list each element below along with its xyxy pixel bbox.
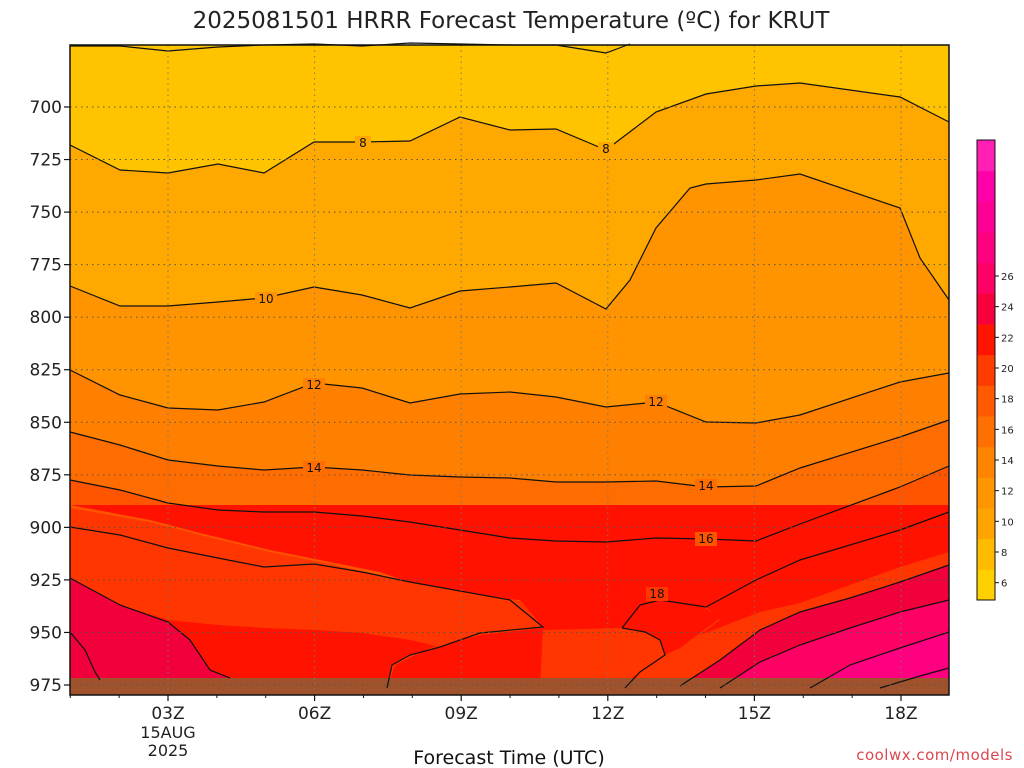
contour-label: 10 [258,292,273,306]
gridlines [70,45,949,695]
colorbar-label: 24 [1001,303,1014,314]
y-tick-label: 850 [30,413,62,433]
colorbar-swatch [977,446,995,478]
contour-label-group: 8 8 10 12 12 14 14 16 18 [255,136,717,601]
contour-label: 8 [602,142,610,156]
contour-22-right [719,599,950,689]
y-tick-label: 725 [30,151,62,171]
contour-16 [69,465,950,543]
x-tick-label: 15Z [738,704,771,724]
y-tick-label: 825 [30,361,62,381]
contour-14 [69,419,950,488]
contour-label: 14 [306,461,321,475]
contour-10 [69,173,950,310]
x-tick-label: 06Z [298,704,331,724]
contour-18-pocket [621,627,666,689]
contour-lines [69,42,950,689]
ground-strip [70,678,949,695]
y-tick-label: 700 [30,98,62,118]
y-tick-label: 950 [30,623,62,643]
colorbar-label: 6 [1001,579,1007,590]
colorbar-frame [976,139,996,601]
contour-26-right [879,667,950,689]
x-tick-label: 03Z [151,704,184,724]
colorbar-swatch [977,569,995,601]
colorbar-swatch [977,201,995,233]
y-tick-label: 800 [30,308,62,328]
x-tick-label: 09Z [445,704,478,724]
date-label-year: 2025 [148,741,189,760]
contour-label: 12 [648,395,663,409]
contour-label: 8 [359,136,367,150]
contour-20-right [679,564,950,687]
colorbar-label: 14 [1001,456,1014,467]
band-20-22 [70,505,949,695]
colorbar-swatch [977,416,995,448]
contour-label: 16 [698,532,713,546]
y-tick-label: 975 [30,676,62,696]
colorbar-swatch [977,140,995,172]
colorbar-label: 18 [1001,395,1014,406]
y-tick-label: 925 [30,571,62,591]
contour-18-right [621,511,950,629]
colorbar-label: 22 [1001,333,1014,344]
colorbar-swatch [977,508,995,540]
contour-label: 18 [649,587,664,601]
colorbar-label: 20 [1001,364,1014,375]
colorbar-swatch [977,477,995,509]
colorbar-label: 26 [1001,272,1014,283]
y-axis: 700 725 750 775 800 825 850 875 900 925 950 975 [30,98,70,696]
colorbar-swatch [977,170,995,202]
y-tick-label: 750 [30,203,62,223]
colorbar-swatch [977,293,995,325]
band-20-pocket [622,598,720,655]
y-tick-label: 900 [30,518,62,538]
band-26-right [810,632,949,688]
colorbar-swatch [977,262,995,294]
colorbar-label: 16 [1001,425,1014,436]
chart-title: 2025081501 HRRR Forecast Temperature (ºC… [193,8,831,34]
date-label-day: 15AUG [140,723,195,742]
colorbar-swatch [977,538,995,570]
contour-12 [69,369,950,424]
contour-label: 12 [306,378,321,392]
colorbar-swatch [977,385,995,417]
contour-22-left [69,631,101,681]
contour-8 [69,82,950,174]
x-axis: 03Z 06Z 09Z 12Z 15Z 18Z [69,695,918,724]
colorbar: 6 8 10 12 14 16 18 20 22 24 26 [976,139,1014,601]
contour-18 [69,526,545,689]
colorbar-swatch [977,232,995,264]
contour-20-left [69,577,231,679]
credit-link[interactable]: coolwx.com/models [856,746,1013,764]
colorbar-swatch [977,354,995,386]
colorbar-label: 12 [1001,487,1014,498]
band-18-20-inner [70,508,543,688]
colorbar-label: 8 [1001,548,1007,559]
contour-24-right [809,631,950,689]
colorbar-swatch [977,324,995,356]
x-axis-title: Forecast Time (UTC) [413,747,604,768]
x-tick-label: 18Z [884,704,917,724]
x-tick-label: 12Z [591,704,624,724]
colorbar-label: 10 [1001,517,1014,528]
band-22-left [70,578,230,678]
y-tick-label: 775 [30,256,62,276]
contour-label: 14 [698,479,713,493]
plot-area: 8 8 10 12 12 14 14 16 18 [69,42,950,696]
y-tick-label: 875 [30,466,62,486]
